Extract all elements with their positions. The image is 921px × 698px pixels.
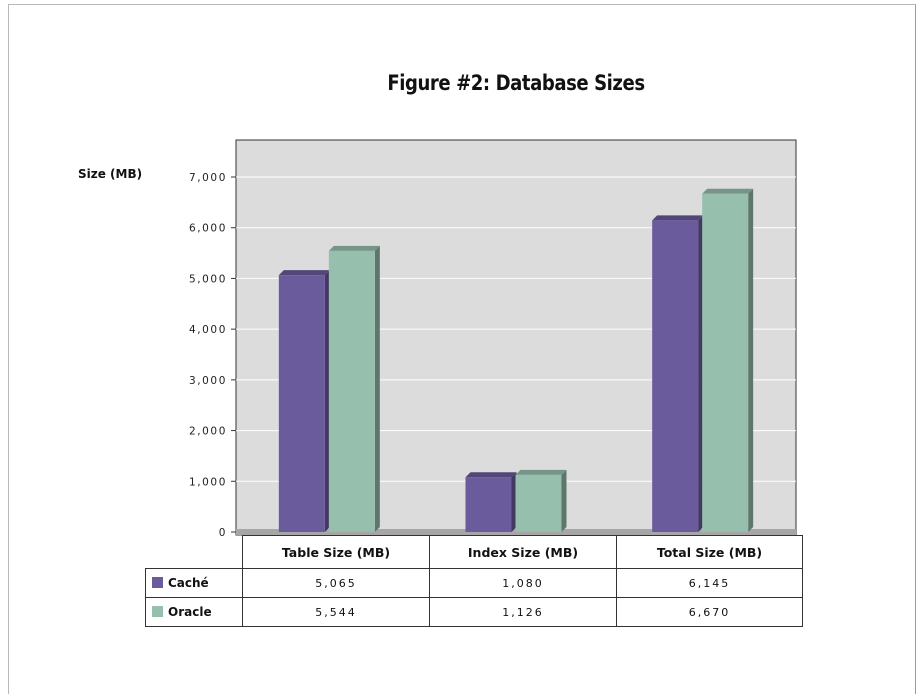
legend-swatch-cache	[152, 577, 163, 588]
bar-top	[652, 215, 704, 221]
bar-top	[465, 472, 517, 478]
y-tick-label: 4,000	[189, 324, 227, 336]
bar-side	[324, 270, 330, 532]
bar-top	[702, 188, 754, 194]
chart-title: Figure #2: Database Sizes	[387, 71, 645, 95]
bar-front	[702, 193, 749, 532]
category-header: Table Size (MB)	[242, 535, 430, 569]
y-tick-label: 0	[219, 527, 227, 539]
data-table: Table Size (MB) Index Size (MB) Total Si…	[145, 535, 803, 627]
bar-cach-2	[652, 215, 704, 532]
series-name: Caché	[168, 576, 209, 590]
data-cell: 5,544	[242, 597, 430, 627]
table-row: Oracle 5,544 1,126 6,670	[145, 597, 803, 627]
legend-entry-oracle: Oracle	[145, 597, 243, 627]
series-name: Oracle	[168, 605, 212, 619]
legend-swatch-oracle	[152, 606, 163, 617]
bar-side	[374, 245, 380, 532]
y-tick-label: 7,000	[189, 172, 227, 184]
data-cell: 1,080	[429, 568, 617, 598]
bar-top	[515, 469, 567, 475]
legend-entry-cache: Caché	[145, 568, 243, 598]
bar-front	[652, 220, 699, 532]
bar-front	[515, 474, 562, 532]
bar-front	[328, 250, 375, 532]
data-cell: 1,126	[429, 597, 617, 627]
bar-side	[511, 472, 517, 532]
y-tick-label: 6,000	[189, 223, 227, 235]
data-cell: 6,670	[616, 597, 803, 627]
chart-frame	[8, 4, 916, 694]
bar-side	[748, 188, 754, 532]
data-cell: 6,145	[616, 568, 803, 598]
y-tick-label: 2,000	[189, 426, 227, 438]
table-row: Caché 5,065 1,080 6,145	[145, 568, 803, 598]
bar-front	[465, 477, 512, 532]
category-header: Index Size (MB)	[429, 535, 617, 569]
y-axis-label: Size (MB)	[78, 167, 143, 181]
y-tick-label: 3,000	[189, 375, 227, 387]
table-corner	[145, 535, 243, 569]
y-tick-label: 1,000	[189, 476, 227, 488]
bar-top	[278, 270, 330, 276]
bar-top	[328, 245, 380, 251]
bar-oracle-1	[515, 469, 567, 532]
bar-cach-0	[278, 270, 330, 532]
bar-oracle-0	[328, 245, 380, 532]
data-cell: 5,065	[242, 568, 430, 598]
bar-side	[561, 469, 567, 532]
bar-cach-1	[465, 472, 517, 532]
bar-front	[278, 275, 325, 532]
category-header: Total Size (MB)	[616, 535, 803, 569]
y-tick-label: 5,000	[189, 273, 227, 285]
bar-side	[698, 215, 704, 532]
bar-oracle-2	[702, 188, 754, 532]
